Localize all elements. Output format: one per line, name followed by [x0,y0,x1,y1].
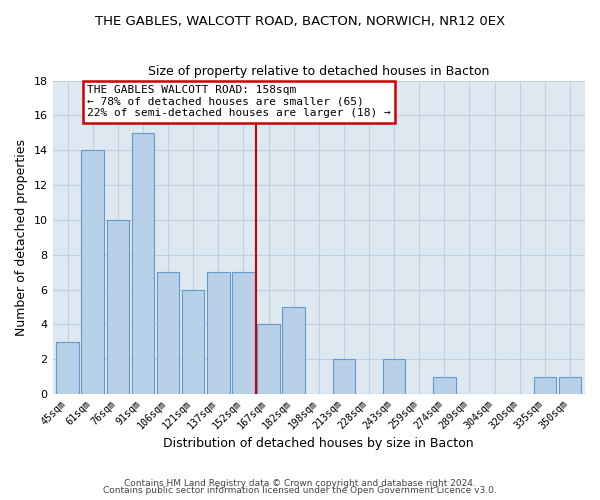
Bar [559,376,581,394]
Bar [283,307,305,394]
X-axis label: Distribution of detached houses by size in Bacton: Distribution of detached houses by size … [163,437,474,450]
Bar [232,272,255,394]
Bar [82,150,104,394]
Text: Contains public sector information licensed under the Open Government Licence v3: Contains public sector information licen… [103,486,497,495]
Bar [207,272,230,394]
Bar [533,376,556,394]
Bar [182,290,205,394]
Title: Size of property relative to detached houses in Bacton: Size of property relative to detached ho… [148,65,490,78]
Bar [383,359,406,394]
Bar [257,324,280,394]
Text: Contains HM Land Registry data © Crown copyright and database right 2024.: Contains HM Land Registry data © Crown c… [124,478,476,488]
Bar [56,342,79,394]
Bar [131,133,154,394]
Text: THE GABLES, WALCOTT ROAD, BACTON, NORWICH, NR12 0EX: THE GABLES, WALCOTT ROAD, BACTON, NORWIC… [95,15,505,28]
Y-axis label: Number of detached properties: Number of detached properties [15,139,28,336]
Bar [107,220,129,394]
Text: THE GABLES WALCOTT ROAD: 158sqm
← 78% of detached houses are smaller (65)
22% of: THE GABLES WALCOTT ROAD: 158sqm ← 78% of… [87,86,391,118]
Bar [332,359,355,394]
Bar [433,376,455,394]
Bar [157,272,179,394]
